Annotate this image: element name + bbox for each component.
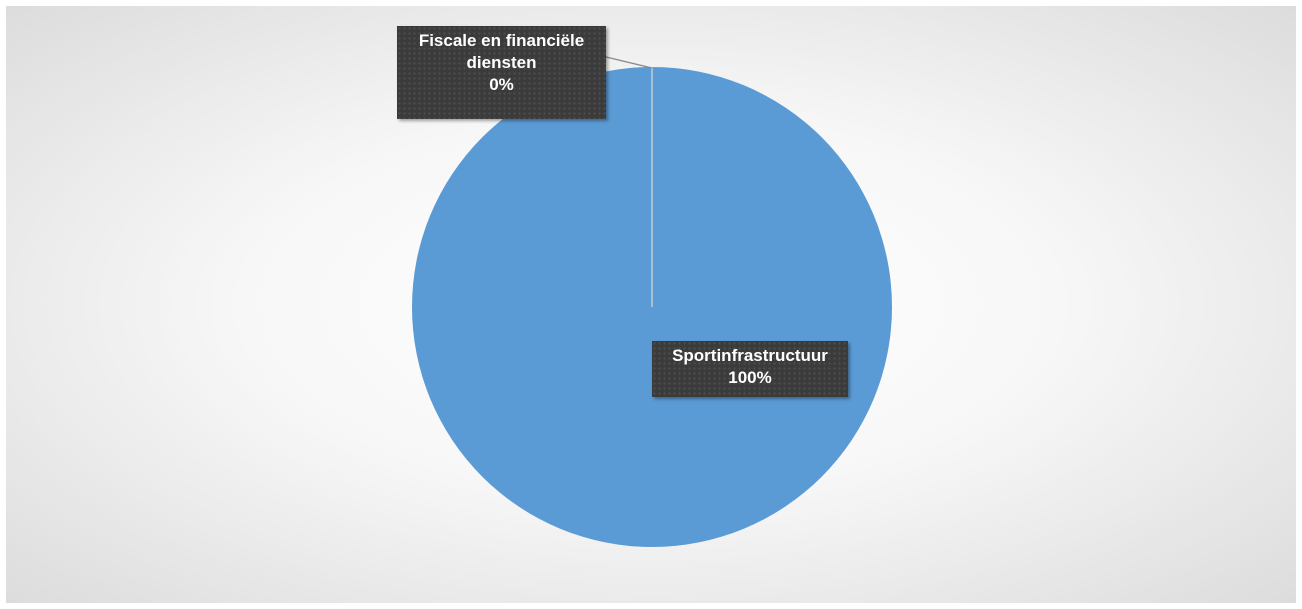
data-label-sport-name: Sportinfrastructuur xyxy=(672,346,828,365)
data-label-fiscale-percent: 0% xyxy=(489,75,514,94)
data-label-fiscale-name-line2: diensten xyxy=(466,53,537,72)
pie-chart xyxy=(412,55,892,547)
data-label-sport-percent: 100% xyxy=(728,368,772,387)
chart-area: Fiscale en financiële diensten 0% Sporti… xyxy=(6,6,1296,603)
leader-line-fiscale xyxy=(601,55,653,69)
data-label-sportinfrastructuur: Sportinfrastructuur 100% xyxy=(652,341,848,397)
data-label-fiscale-name-line1: Fiscale en financiële xyxy=(418,31,585,50)
data-label-fiscale: Fiscale en financiële diensten 0% xyxy=(397,26,606,119)
